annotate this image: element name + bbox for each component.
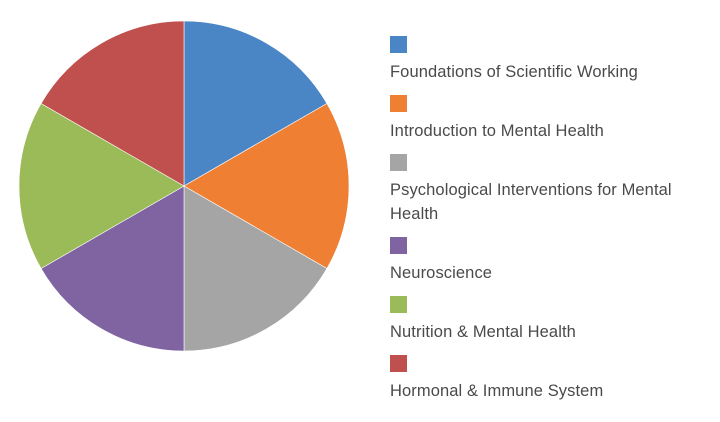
legend-item: Psychological Interventions for Mental H… (390, 154, 710, 226)
legend-swatch (390, 296, 407, 313)
pie-plot-area (18, 20, 350, 352)
legend-swatch (390, 154, 407, 171)
legend-label: Psychological Interventions for Mental H… (390, 181, 672, 223)
legend-swatch (390, 36, 407, 53)
legend-item: Introduction to Mental Health (390, 95, 710, 143)
legend-label: Nutrition & Mental Health (390, 323, 576, 341)
legend-item: Foundations of Scientific Working (390, 36, 710, 84)
pie-slice (183, 20, 328, 187)
pie-slice (183, 185, 328, 352)
legend-item: Hormonal & Immune System (390, 355, 710, 403)
legend-label: Foundations of Scientific Working (390, 63, 638, 81)
legend-swatch (390, 355, 407, 372)
legend-item: Neuroscience (390, 237, 710, 285)
pie-slice (40, 20, 185, 187)
legend-swatch (390, 95, 407, 112)
legend-label: Hormonal & Immune System (390, 382, 604, 400)
pie-slice (183, 103, 350, 269)
legend: Foundations of Scientific Working Introdu… (390, 36, 710, 414)
legend-item: Nutrition & Mental Health (390, 296, 710, 344)
pie-slices (18, 20, 350, 352)
pie-slice (40, 185, 185, 352)
legend-swatch (390, 237, 407, 254)
legend-label: Neuroscience (390, 264, 493, 282)
pie-slice (18, 103, 185, 269)
legend-label: Introduction to Mental Health (390, 122, 604, 140)
